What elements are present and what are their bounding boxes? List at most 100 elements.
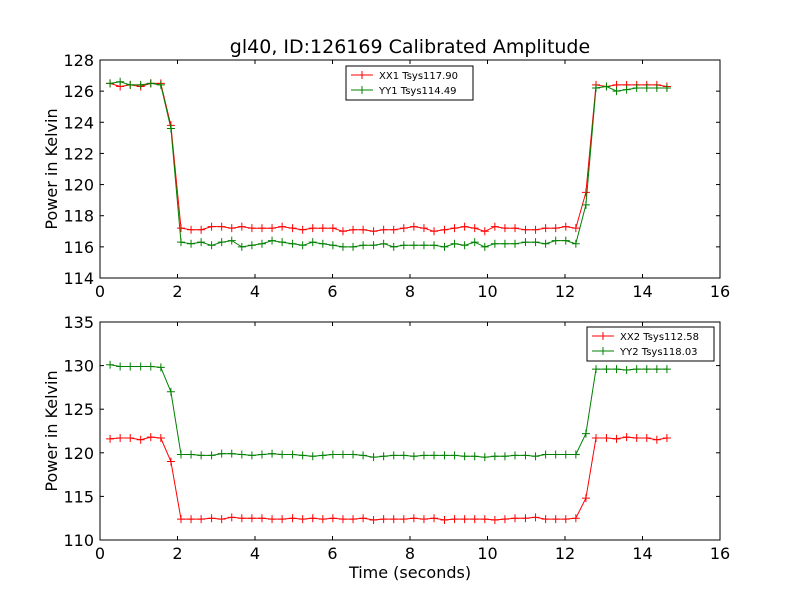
data-point — [106, 434, 115, 443]
data-point — [389, 515, 398, 524]
data-point — [622, 433, 631, 442]
data-point — [318, 239, 327, 248]
y-tick-label: 118 — [63, 207, 94, 226]
data-point — [187, 515, 196, 524]
data-point — [531, 452, 540, 461]
y-tick-label: 120 — [63, 176, 94, 195]
data-point — [349, 242, 358, 251]
bottom-panel: 0 2 4 6 8 10 12 14 16 110 115 120 125 130 135 Power in … — [42, 313, 730, 563]
data-point — [227, 513, 236, 522]
data-point — [207, 451, 216, 460]
data-point — [409, 452, 418, 461]
data-point — [531, 238, 540, 247]
x-tick-label: 16 — [710, 282, 730, 301]
data-point — [136, 435, 145, 444]
data-point — [409, 241, 418, 250]
data-point — [268, 236, 277, 245]
data-point — [470, 238, 479, 247]
data-point — [136, 80, 145, 89]
data-point — [470, 224, 479, 233]
series-2 — [106, 77, 671, 251]
data-point — [247, 514, 256, 523]
data-point — [531, 513, 540, 522]
series-1 — [106, 433, 671, 524]
data-point — [257, 450, 266, 459]
data-point — [369, 453, 378, 462]
data-point — [156, 80, 165, 89]
data-point — [197, 515, 206, 524]
data-point — [308, 452, 317, 461]
data-point — [176, 450, 185, 459]
data-point — [662, 365, 671, 374]
data-point — [500, 452, 509, 461]
data-point — [106, 360, 115, 369]
data-point — [257, 224, 266, 233]
data-point — [136, 362, 145, 371]
data-point — [308, 238, 317, 247]
data-point — [338, 242, 347, 251]
data-point — [440, 451, 449, 460]
data-point — [176, 515, 185, 524]
data-point — [440, 225, 449, 234]
data-point — [571, 224, 580, 233]
data-point — [257, 239, 266, 248]
legend-label: XX1 Tsys117.90 — [379, 71, 458, 82]
data-point — [176, 224, 185, 233]
data-point — [419, 224, 428, 233]
data-point — [288, 239, 297, 248]
data-point — [642, 433, 651, 442]
x-tick-label: 6 — [327, 282, 337, 301]
y-tick-label: 125 — [63, 400, 94, 419]
data-point — [440, 515, 449, 524]
data-point — [227, 236, 236, 245]
legend-box — [345, 65, 474, 101]
data-point — [379, 452, 388, 461]
data-point — [612, 87, 621, 96]
data-point — [328, 514, 337, 523]
data-point — [359, 225, 368, 234]
data-point — [430, 451, 439, 460]
data-point — [592, 84, 600, 93]
data-point — [409, 222, 418, 231]
data-point — [612, 365, 621, 374]
data-point — [581, 200, 590, 209]
y-tick-label: 135 — [63, 313, 94, 332]
data-point — [369, 241, 378, 250]
data-point — [662, 84, 671, 93]
legend-swatch-marker — [358, 86, 366, 94]
data-point — [521, 238, 530, 247]
data-point — [247, 224, 256, 233]
data-point — [197, 238, 206, 247]
data-point — [571, 514, 580, 523]
y-tick-label: 114 — [63, 269, 94, 288]
data-point — [227, 224, 236, 233]
x-tick-label: 12 — [555, 282, 575, 301]
data-point — [490, 222, 499, 231]
data-point — [369, 515, 378, 524]
data-point — [237, 222, 246, 231]
series-1 — [106, 79, 671, 236]
data-point — [217, 238, 226, 247]
data-point — [541, 515, 550, 524]
data-point — [571, 450, 580, 459]
data-point — [521, 451, 530, 460]
y-axis-label: Power in Kelvin — [42, 370, 61, 491]
data-point — [490, 452, 499, 461]
x-axis-label: Time (seconds) — [348, 563, 471, 582]
data-point — [551, 224, 560, 233]
x-tick-label: 0 — [95, 544, 105, 563]
data-point — [389, 242, 398, 251]
data-point — [622, 85, 631, 94]
data-point — [470, 452, 479, 461]
y-tick-label: 116 — [63, 238, 94, 257]
data-point — [268, 515, 277, 524]
data-point — [278, 450, 287, 459]
data-point — [106, 79, 115, 88]
data-point — [450, 239, 459, 248]
legend-box — [586, 326, 715, 362]
x-tick-label: 10 — [477, 282, 497, 301]
data-point — [349, 450, 358, 459]
data-point — [652, 365, 661, 374]
data-point — [450, 451, 459, 460]
